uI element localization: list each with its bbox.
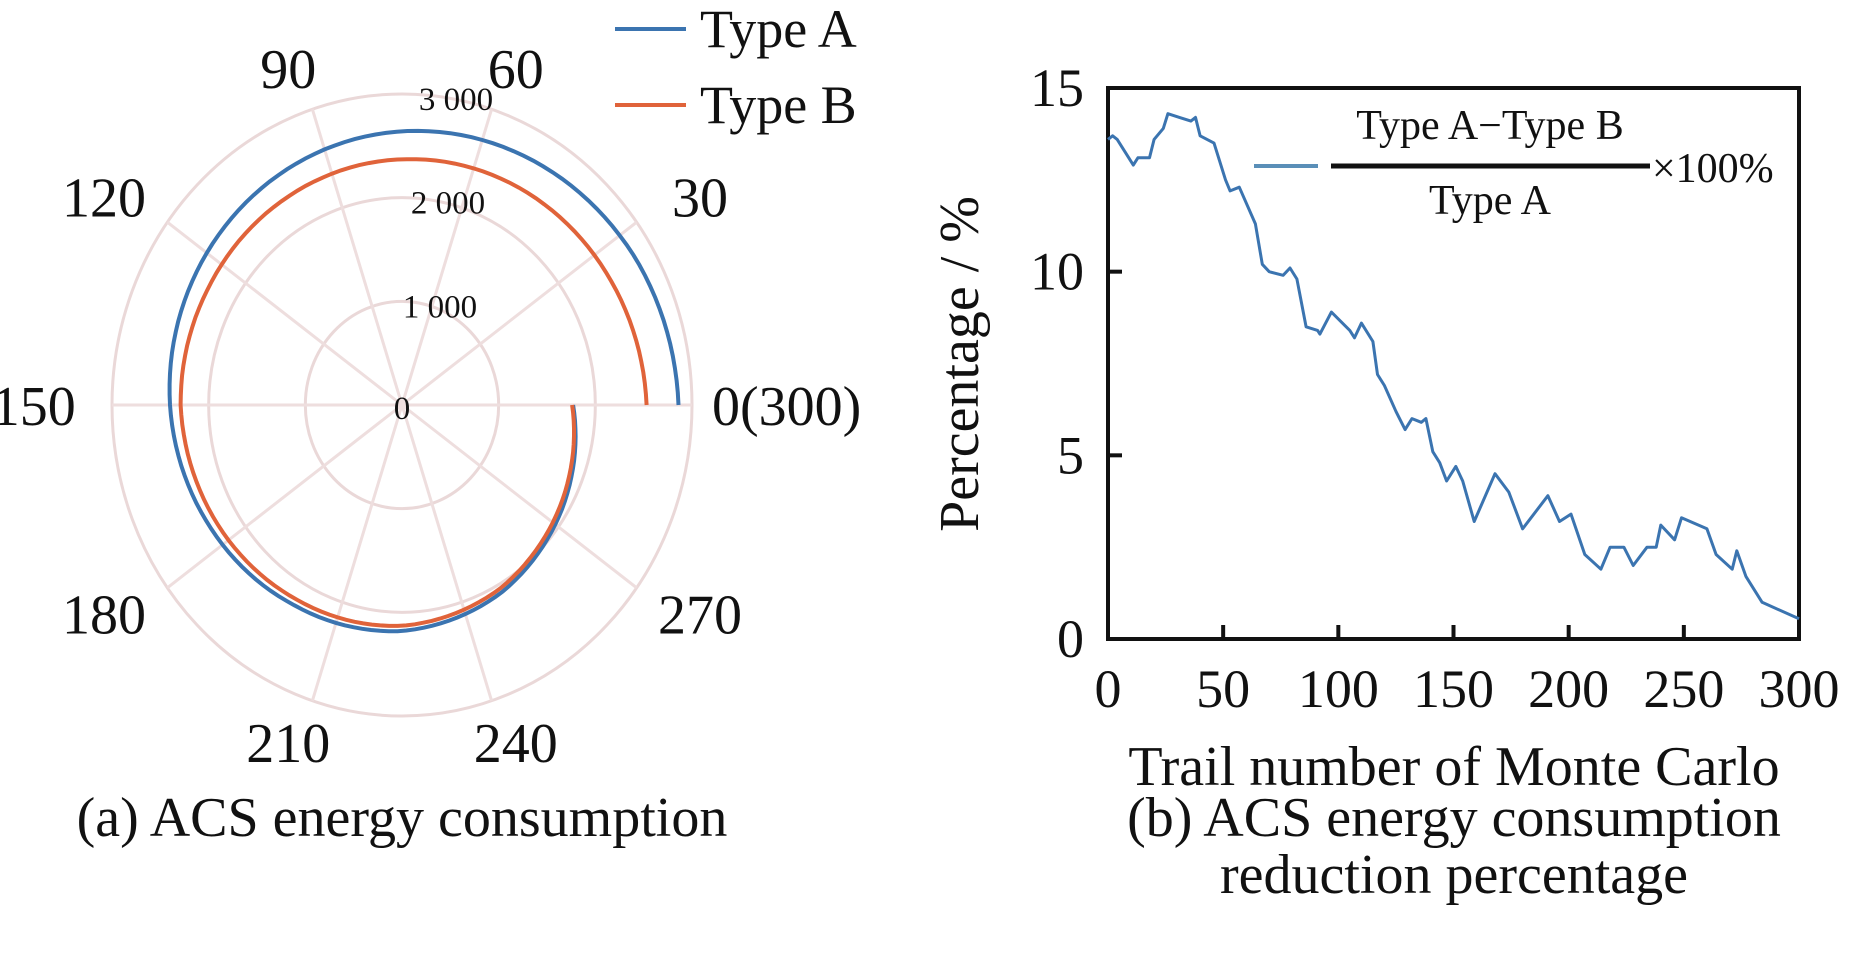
x-tick-label-150: 150	[1413, 659, 1494, 719]
axis-ticks	[1108, 269, 1686, 639]
legend-numerator: Type A−Type B	[1356, 103, 1623, 149]
angular-tick-label-60: 60	[488, 39, 544, 101]
angular-tick-label-270: 270	[658, 584, 742, 646]
angular-tick-label-240: 240	[474, 713, 558, 775]
x-tick-label-200: 200	[1528, 659, 1609, 719]
x-tick-label-100: 100	[1298, 659, 1379, 719]
polar-series	[167, 128, 681, 634]
y-axis-label: Percentage / %	[929, 196, 991, 532]
y-tick-labels: 0 5 10 15	[1030, 58, 1084, 669]
x-tick-label-250: 250	[1643, 659, 1724, 719]
angular-spoke-210	[310, 404, 404, 702]
legend-label-type-b: Type B	[700, 75, 857, 135]
legend-panel-a: Type A Type B	[615, 0, 857, 135]
angular-spoke-60	[400, 108, 494, 406]
radial-tick-labels: 0 1 000 2 000 3 000	[394, 82, 493, 427]
legend-suffix: ×100%	[1652, 146, 1774, 192]
polar-series-type-b	[178, 157, 649, 628]
y-tick-label-15: 15	[1030, 58, 1084, 118]
angular-tick-label-180: 180	[62, 584, 146, 646]
radial-tick-label-2000: 2 000	[411, 186, 485, 222]
polar-series-type-a	[167, 128, 681, 634]
line-chart-reduction-percentage: 0 50 100 150 200 250 300 0 5 10 15 Type A−Type B …	[929, 58, 1840, 906]
caption-panel-a: (a) ACS energy consumption	[77, 787, 728, 849]
y-tick-label-10: 10	[1030, 242, 1084, 302]
angular-tick-label-30: 30	[672, 168, 728, 230]
x-tick-label-50: 50	[1196, 659, 1250, 719]
polar-grid	[110, 92, 694, 718]
radial-tick-label-1000: 1 000	[403, 289, 477, 325]
angular-spoke-30	[401, 221, 638, 407]
x-axis-label: Trail number of Monte Carlo	[1128, 736, 1779, 798]
angular-tick-label-90: 90	[260, 39, 316, 101]
caption-panel-b-line-1: (b) ACS energy consumption	[1127, 787, 1781, 849]
polar-chart-energy-consumption: 0 1 000 2 000 3 000 0(300) 30 60 90 120 150 180 21…	[0, 0, 861, 849]
angular-spoke-180	[166, 403, 403, 589]
angular-tick-labels: 0(300) 30 60 90 120 150 180 210 240 270	[0, 39, 861, 775]
series-line-reduction	[1107, 112, 1800, 621]
y-tick-label-5: 5	[1057, 425, 1084, 485]
caption-panel-b-line-2: reduction percentage	[1220, 844, 1688, 906]
x-tick-labels: 0 50 100 150 200 250 300	[1095, 659, 1840, 719]
angular-spoke-120	[166, 221, 403, 407]
legend-denominator: Type A	[1429, 178, 1552, 224]
angular-tick-label-0: 0(300)	[712, 376, 861, 438]
radial-tick-label-0: 0	[394, 391, 411, 427]
legend-label-type-a: Type A	[700, 0, 857, 59]
angular-tick-label-150: 150	[0, 376, 76, 438]
x-tick-label-0: 0	[1095, 659, 1122, 719]
angular-spoke-240	[400, 404, 494, 702]
legend-panel-b: Type A−Type B Type A ×100%	[1254, 103, 1774, 224]
angular-tick-label-210: 210	[246, 713, 330, 775]
angular-tick-label-120: 120	[62, 168, 146, 230]
y-tick-label-0: 0	[1057, 609, 1084, 669]
radial-tick-label-3000: 3 000	[419, 82, 493, 118]
angular-spoke-270	[401, 403, 638, 589]
angular-spoke-90	[310, 108, 404, 406]
x-tick-label-300: 300	[1759, 659, 1840, 719]
